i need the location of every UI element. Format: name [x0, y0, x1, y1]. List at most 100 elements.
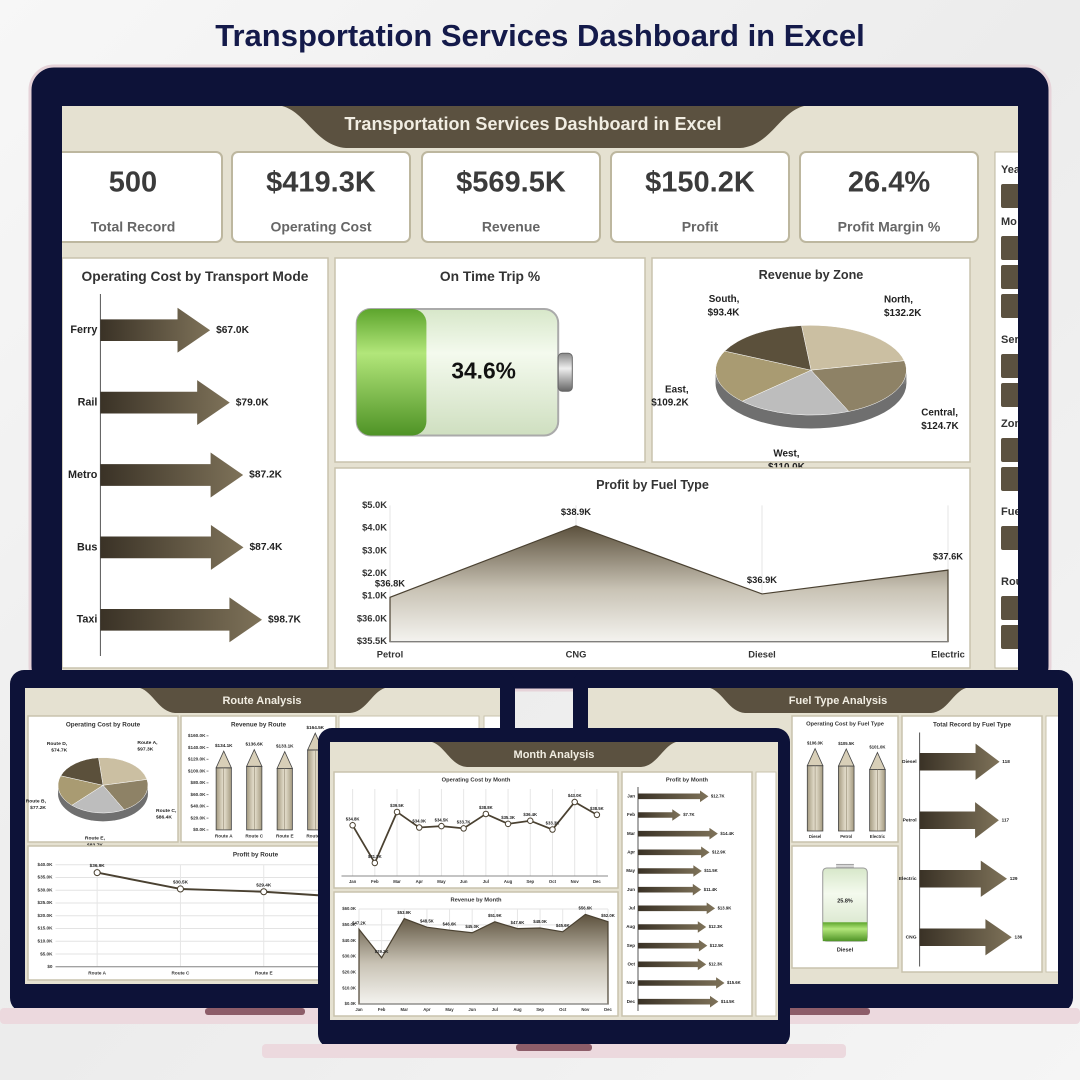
category-label: Rail: [78, 396, 98, 408]
y-tick-label: $40.0K: [190, 804, 206, 809]
category-label: Electric: [899, 876, 917, 882]
value-label: $35.3K: [501, 815, 516, 820]
value-label: $53.9K: [397, 910, 412, 915]
arrow-bar: [919, 860, 1008, 897]
chart-title: Revenue by Month: [450, 898, 502, 904]
y-tick-label: $40.0K: [342, 938, 357, 943]
kpi-label: Total Record: [91, 219, 176, 235]
y-tick-label: $20.0K: [342, 969, 357, 974]
y-tick-label: $0: [47, 964, 53, 969]
kpi-value: 26.4%: [848, 167, 930, 199]
marker: [527, 817, 534, 824]
pie-slice: [715, 350, 812, 402]
value-label: $37.6K: [933, 551, 963, 561]
dashboard-title: Transportation Services Dashboard in Exc…: [344, 114, 721, 134]
value-label: $7.7K: [683, 812, 695, 817]
x-tick-label: May: [445, 1007, 454, 1012]
value-label: 117: [1002, 817, 1010, 822]
header-banner: [710, 688, 966, 713]
marker: [93, 869, 101, 877]
arrow-bar: [100, 452, 244, 498]
chart-title: Profit by Fuel Type: [596, 478, 709, 492]
kpi-value: 500: [109, 167, 157, 199]
category-label: Sep: [627, 943, 636, 948]
header-banner: [282, 106, 804, 148]
category-label: Feb: [627, 812, 635, 817]
value-label: $87.2K: [249, 470, 282, 481]
slicer-button: [1001, 526, 1018, 550]
slicer-label: Serv: [1001, 334, 1026, 346]
x-tick-label: Aug: [504, 879, 513, 884]
slicer-button: [1001, 596, 1018, 620]
slicer-label: Mo: [1001, 216, 1017, 228]
value-label: 34.6%: [451, 357, 516, 383]
y-tick-label: $50.0K: [342, 922, 357, 927]
slicer-label: Zon: [1001, 418, 1021, 430]
category-label: Ferry: [70, 324, 97, 336]
x-tick-label: Jan: [349, 879, 357, 884]
arrow-bar: [638, 902, 716, 915]
value-label: $14.4K: [720, 831, 735, 836]
laptop-notch: [205, 1008, 305, 1015]
category-label: Jan: [627, 794, 635, 799]
y-tick-label: $20.0K: [37, 913, 53, 918]
arrow-bar: [638, 809, 681, 821]
arrow-bar: [638, 977, 725, 989]
y-tick-label: $40.0K: [37, 862, 53, 867]
y-tick-label: $15.0K: [37, 926, 53, 931]
value-label: 136: [1015, 934, 1023, 939]
category-label: Bus: [77, 541, 97, 553]
marker: [593, 811, 601, 819]
arrow-bar: [638, 790, 709, 803]
x-tick-label: Petrol: [377, 649, 403, 659]
chart-title: Operating Cost by Route: [66, 721, 141, 728]
arrow-bar: [638, 995, 719, 1008]
kpi-value: $419.3K: [266, 167, 376, 199]
x-tick-label: Diesel: [809, 834, 822, 839]
marker: [504, 820, 512, 828]
x-tick-label: Sep: [526, 879, 534, 884]
category-label: Dec: [627, 999, 636, 1004]
marker: [371, 859, 379, 867]
slicer-button: [1001, 625, 1018, 649]
y-tick-label: $0.0K: [193, 827, 206, 832]
x-tick-label: Mar: [400, 1007, 408, 1012]
y-tick-label: $36.0K: [357, 613, 387, 623]
category-label: Route D,: [47, 741, 68, 747]
x-tick-label: Jun: [468, 1007, 476, 1012]
value-label: $34.0K: [412, 819, 427, 824]
kpi-card: [62, 151, 223, 243]
value-label: 129: [1010, 876, 1018, 881]
value-label: $47.6K: [511, 920, 526, 925]
kpi-label: Profit Margin %: [838, 219, 941, 235]
kpi-value: $569.5K: [456, 167, 566, 199]
chart-title: Operating Cost by Month: [442, 778, 511, 784]
value-label: $36.4K: [523, 812, 538, 817]
value-label: $134.1K: [215, 743, 233, 748]
value-label: $34.8K: [346, 816, 361, 821]
y-tick-label: $80.0K: [190, 780, 206, 785]
slicer-button: [1001, 438, 1018, 462]
slicer-label: Rou: [1001, 576, 1022, 588]
marker: [438, 822, 445, 830]
value-label: $164.5K: [306, 725, 324, 730]
pie-slice: [810, 360, 907, 412]
chart-title: Profit by Route: [233, 851, 279, 858]
arrow-bar: [100, 307, 211, 353]
marker: [482, 810, 490, 818]
category-label: North,: [884, 295, 913, 306]
value-label: $29.2K: [375, 949, 390, 954]
pie-slice: [102, 779, 149, 811]
y-tick-label: $10.0K: [37, 939, 53, 944]
arrow-bar: [638, 958, 707, 971]
arrow-bar: [919, 919, 1012, 956]
x-tick-label: Aug: [513, 1007, 522, 1012]
value-label: $106.0K: [807, 741, 824, 746]
kpi-card: [421, 151, 601, 243]
category-label: CNG: [906, 935, 917, 941]
x-tick-label: May: [437, 879, 446, 884]
y-tick-label: $25.0K: [37, 900, 53, 905]
value-label: $21.5K: [368, 854, 383, 859]
category-label: South,: [709, 294, 740, 305]
